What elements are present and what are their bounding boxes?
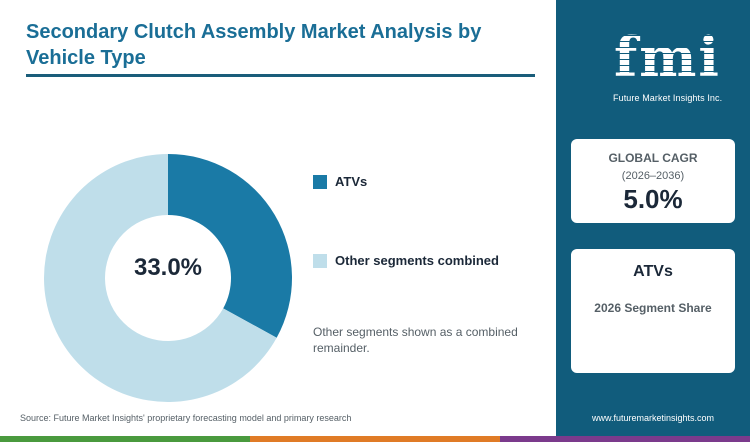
bottom-color-bar — [0, 436, 750, 442]
cagr-card: GLOBAL CAGR (2026–2036) 5.0% — [571, 139, 735, 223]
donut-center-label: 33.0% — [133, 254, 203, 281]
legend-swatch-atvs — [313, 174, 327, 189]
legend-label-other: Other segments combined — [335, 253, 499, 268]
segment-card: ATVs 2026 Segment Share — [571, 249, 735, 373]
segment-subtitle: 2026 Segment Share — [594, 301, 712, 315]
page-title: Secondary Clutch Assembly Market Analysi… — [26, 21, 482, 69]
cagr-period: (2026–2036) — [621, 170, 685, 182]
legend-item-atvs: ATVs — [313, 174, 367, 189]
chart-note: Other segments shown as a combined remai… — [313, 325, 518, 355]
website-link[interactable]: www.futuremarketinsights.com — [591, 413, 715, 423]
bottom-bar-segment-orange — [250, 436, 500, 442]
logo-caption: Future Market Insights Inc. — [613, 93, 723, 103]
chart-panel: Secondary Clutch Assembly Market Analysi… — [20, 21, 535, 423]
legend-label-atvs: ATVs — [335, 174, 368, 189]
fmi-logo: fmi Future Market Insights Inc. — [584, 12, 744, 103]
cagr-label: GLOBAL CAGR — [608, 151, 698, 165]
logo-stripes — [614, 30, 744, 84]
cagr-value: 5.0% — [623, 184, 683, 214]
bottom-bar-segment-green — [0, 436, 250, 442]
bottom-bar-segment-purple — [500, 436, 750, 442]
legend-item-other: Other segments combined — [313, 253, 499, 268]
donut-chart — [44, 154, 292, 402]
legend-swatch-other — [313, 253, 327, 268]
donut-slice-other-segments-combined — [44, 154, 277, 402]
sidebar: fmi Future Market Insights Inc. GLOBAL C… — [556, 0, 750, 442]
title-divider — [26, 74, 535, 77]
source-note: Source: Future Market Insights' propriet… — [20, 413, 352, 423]
segment-name: ATVs — [633, 263, 673, 280]
donut-slice-atvs — [168, 154, 292, 338]
